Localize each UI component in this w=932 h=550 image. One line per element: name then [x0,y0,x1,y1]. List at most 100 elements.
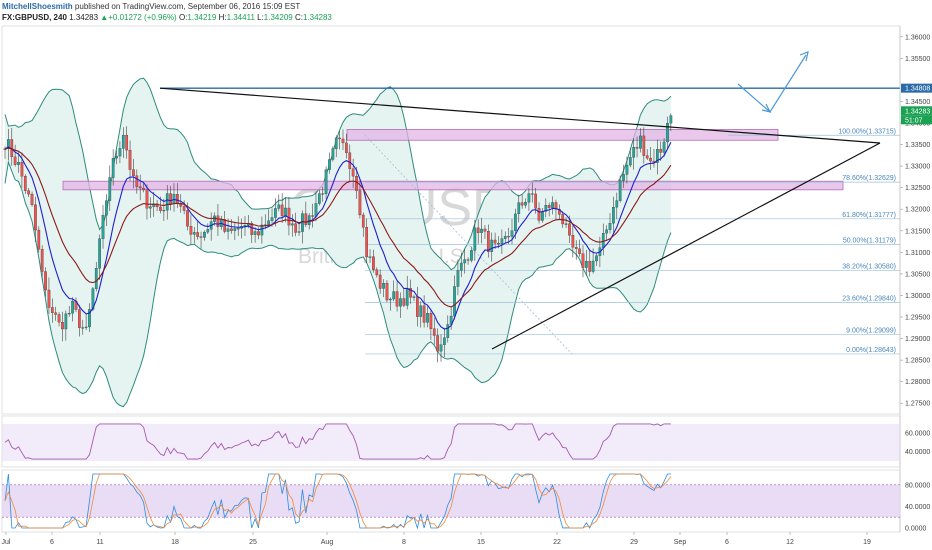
time-tick-label: 25 [249,539,257,546]
candle-body [476,227,480,233]
symbol-label[interactable]: FX:GBPUSD, 240 [2,13,67,22]
candle-body [81,327,85,329]
candle-body [203,231,206,238]
candle-body [649,157,652,162]
candle-body [470,250,473,261]
candle-body [459,262,463,271]
candle-body [361,214,365,228]
candle-body [189,226,193,235]
candle-body [125,134,129,151]
candle-body [574,247,578,249]
candle-body [571,235,575,248]
candle-body [503,236,507,239]
high-label: H: [218,13,227,22]
candle-body [500,238,504,244]
candle-body [635,147,639,149]
candle-body [541,211,544,221]
candle-body [618,180,622,201]
candle-body [17,162,20,165]
candle-body [257,231,260,236]
candle-body [67,313,71,315]
price-tick-label: 1.31500 [905,228,930,235]
candle-body [321,193,325,195]
candle-body [510,230,514,237]
author-link[interactable]: MitchellShoesmith [2,2,73,11]
candle-body [287,207,291,226]
candle-body [233,228,237,231]
price-tick-label: 1.28500 [905,358,930,365]
low-value: 1.34209 [263,13,293,22]
candle-body [645,155,649,159]
candle-body [328,159,331,170]
price-badge-label: 51:07 [905,117,923,124]
candle-body [453,286,456,317]
candle-body [368,256,372,258]
candle-body [206,229,210,233]
candle-body [94,268,98,289]
candle-body [47,289,51,308]
forecast-arrowhead [761,103,772,113]
candle-body [165,193,169,211]
candle-body [270,217,274,221]
candle-body [13,156,17,165]
candle-body [395,291,399,307]
candle-body [345,142,348,153]
price-badge-label: 1.34808 [905,86,930,93]
candle-body [514,213,517,231]
candle-body [101,214,105,239]
candle-body [517,202,521,215]
candle-body [419,305,423,317]
candle-body [314,203,318,217]
candle-body [534,193,538,209]
candle-body [446,324,450,338]
candle-body [405,288,409,306]
candle-body [37,229,41,250]
candle-body [250,223,254,235]
candle-body [132,169,135,176]
bollinger-upper [4,77,672,271]
candle-body [297,231,301,233]
time-tick-label: 22 [553,539,561,546]
fib-level-label: 78.60%(1.32629) [842,175,896,182]
candle-body [199,236,203,238]
price-tick-label: 1.28000 [905,379,930,386]
close-label: C: [294,13,303,22]
time-tick-label: 11 [96,539,103,546]
candle-body [388,298,392,301]
candle-body [145,189,149,209]
candle-body [585,261,588,268]
supply-zone-lower [62,180,844,191]
candle-body [432,328,436,336]
candle-body [118,148,122,157]
candle-body [402,298,406,306]
candle-body [98,238,101,269]
candle-body [439,344,443,352]
candle-body [341,138,345,144]
price-tick-label: 1.30000 [905,293,930,300]
candle-body [50,307,54,313]
candle-body [385,282,389,301]
candle-body [399,298,402,307]
candle-body [608,223,612,230]
candle-body [115,155,118,159]
rsi-tick-label: 60.0000 [905,431,930,438]
low-label: L: [257,13,264,22]
price-badge [901,83,932,93]
candle-body [23,176,27,191]
candle-body [429,313,433,329]
stoch-tick-label: 40.0000 [905,504,930,511]
candle-body [436,335,439,352]
candle-body [595,255,598,262]
candle-body [358,190,362,216]
price-tick-label: 1.27500 [905,401,930,408]
candle-body [280,204,284,217]
candle-body [416,296,419,317]
candle-body [639,135,642,149]
candle-body [348,152,352,169]
fib-level-label: 23.60%(1.29840) [842,295,896,302]
time-tick-label: Aug [321,539,334,546]
price-tick-label: 1.32500 [905,185,930,192]
candle-body [601,233,605,248]
candle-body [524,202,527,206]
